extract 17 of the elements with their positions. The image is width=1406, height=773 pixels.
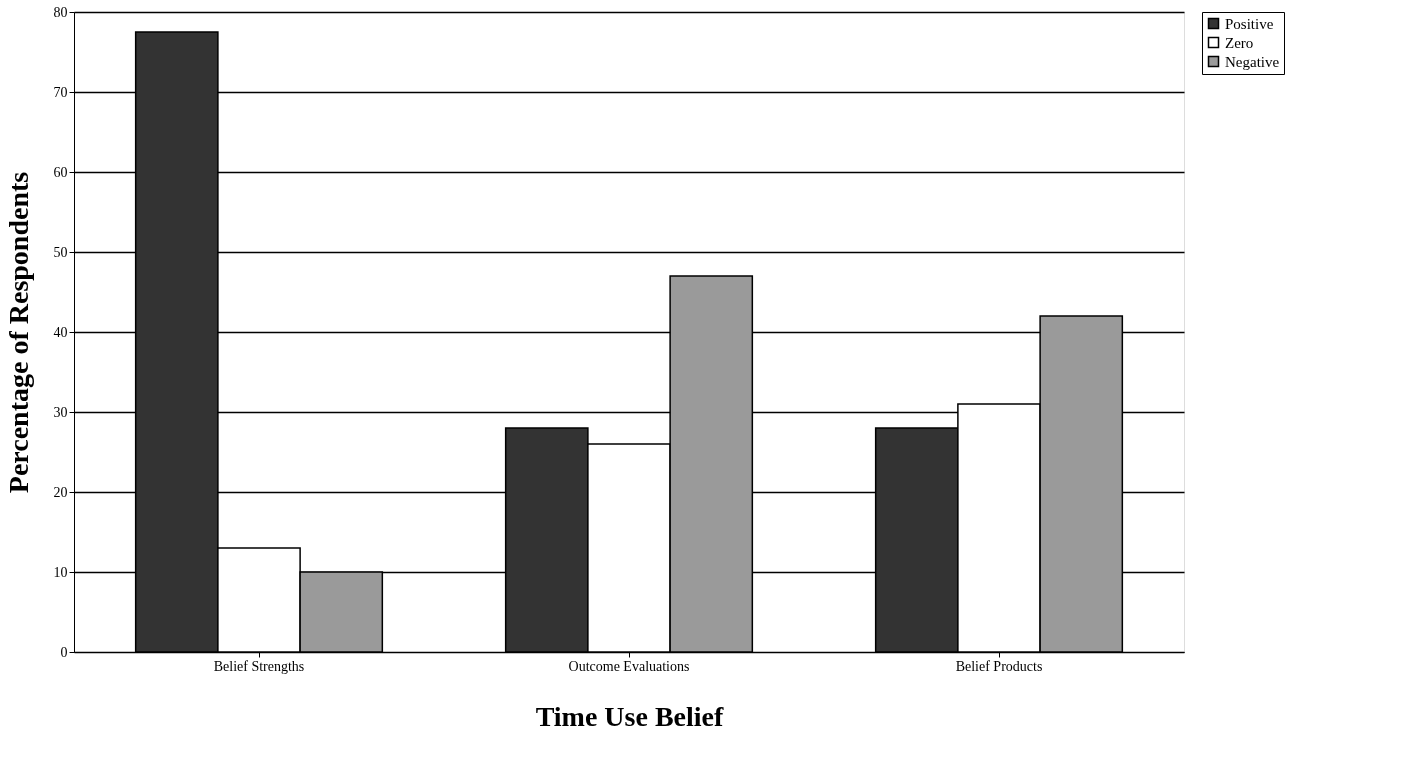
legend-label: Positive xyxy=(1225,15,1274,32)
y-tick-label: 20 xyxy=(53,484,68,500)
y-tick-label: 40 xyxy=(53,324,68,340)
y-axis-title: Percentage of Respondents xyxy=(2,171,34,494)
legend-label: Zero xyxy=(1225,34,1254,51)
y-tick-label: 30 xyxy=(53,404,68,420)
x-axis-title: Time Use Belief xyxy=(535,700,724,732)
y-tick-label: 60 xyxy=(53,164,68,180)
y-tick-label: 50 xyxy=(53,244,68,260)
legend-label: Negative xyxy=(1225,53,1280,70)
x-tick-label: Outcome Evaluations xyxy=(568,658,690,674)
x-tick-label: Belief Strengths xyxy=(213,658,305,674)
x-tick-label: Belief Products xyxy=(955,658,1043,674)
y-tick-label: 10 xyxy=(53,564,68,580)
y-tick-label: 80 xyxy=(53,4,68,20)
y-tick-label: 0 xyxy=(60,644,68,660)
y-tick-label: 70 xyxy=(53,84,68,100)
